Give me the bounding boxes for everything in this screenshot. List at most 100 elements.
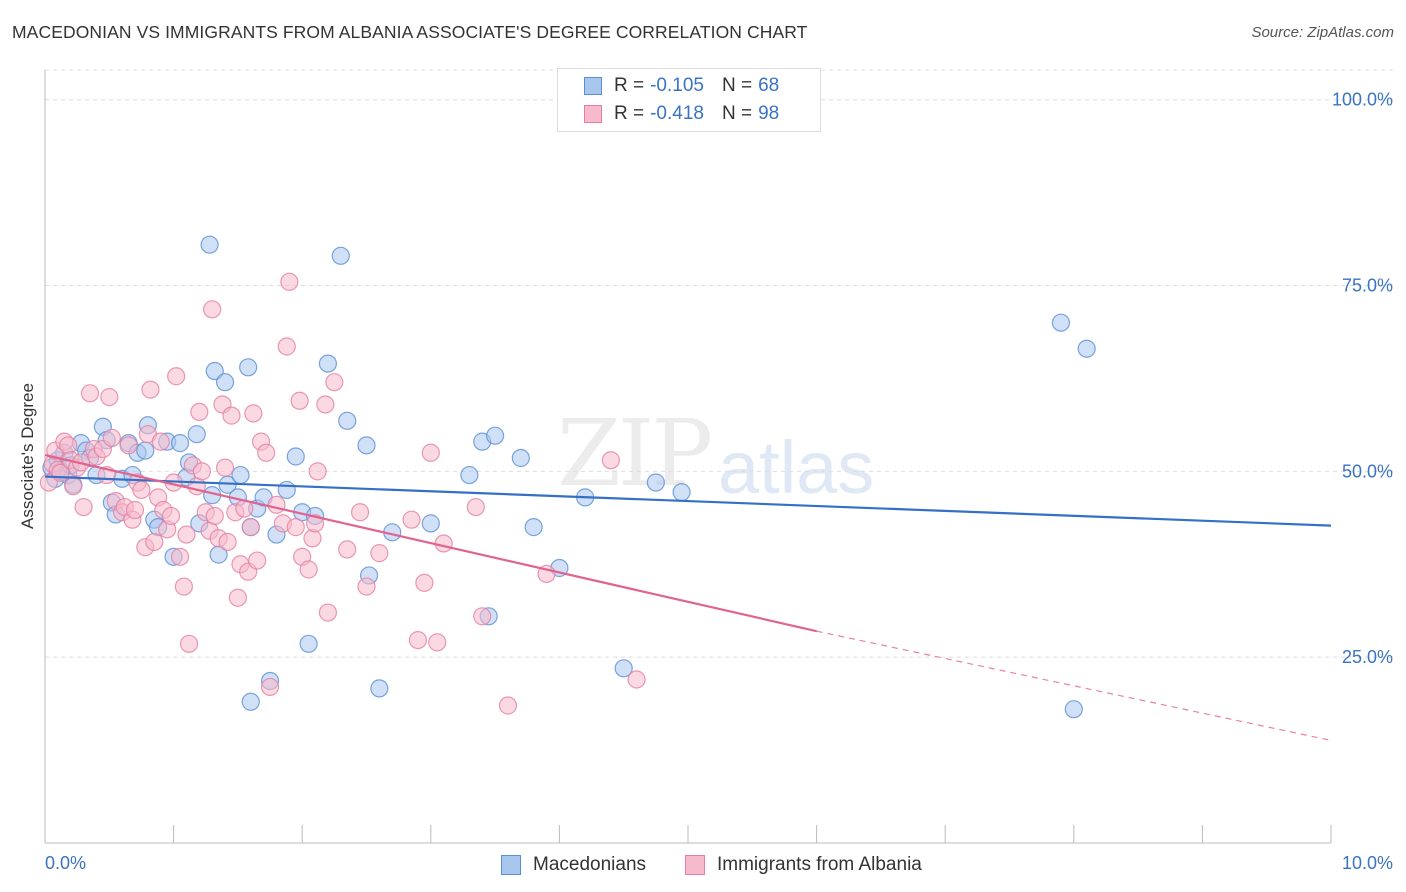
point-macedonians: [170, 434, 190, 453]
legend-swatch-blue: [584, 77, 602, 95]
point-macedonians: [215, 373, 235, 392]
point-albania: [473, 607, 492, 626]
point-albania: [318, 603, 338, 622]
point-albania: [498, 696, 518, 715]
point-albania: [205, 506, 224, 526]
point-macedonians: [511, 448, 530, 468]
point-albania: [222, 406, 241, 425]
stats-row-albania: R = -0.418 N = 98: [584, 102, 779, 126]
point-albania: [177, 525, 196, 544]
point-macedonians: [200, 235, 219, 254]
point-albania: [325, 373, 344, 392]
source-label: Source: ZipAtlas.com: [1251, 24, 1394, 41]
point-albania: [466, 497, 485, 517]
point-macedonians: [1064, 700, 1083, 719]
trendline-albania: [44, 453, 817, 633]
legend-label: Macedonians: [533, 854, 647, 875]
point-macedonians: [205, 361, 224, 381]
point-albania: [415, 573, 434, 592]
point-macedonians: [524, 518, 543, 537]
point-albania: [338, 540, 357, 559]
point-albania: [100, 387, 119, 407]
point-albania: [119, 436, 138, 455]
point-albania: [132, 480, 151, 500]
point-albania: [141, 380, 160, 399]
point-albania: [190, 402, 209, 422]
n-value: 98: [758, 103, 780, 124]
point-albania: [350, 503, 370, 522]
legend-item-albania[interactable]: Immigrants from Albania: [685, 852, 922, 878]
point-albania: [286, 518, 305, 537]
point-albania: [145, 532, 164, 552]
point-albania: [277, 337, 296, 356]
point-albania: [241, 518, 260, 537]
r-value: -0.418: [650, 103, 704, 124]
point-albania: [248, 551, 267, 570]
point-albania: [428, 633, 447, 652]
point-macedonians: [136, 441, 155, 460]
point-macedonians: [231, 465, 250, 485]
x-tick-label: 10.0%: [1342, 853, 1393, 873]
point-albania: [303, 529, 322, 548]
point-macedonians: [1051, 313, 1071, 332]
point-albania: [260, 677, 280, 697]
point-albania: [402, 510, 421, 529]
trendline-macedonians: [44, 475, 1332, 527]
point-albania: [167, 367, 186, 386]
point-albania: [370, 544, 389, 563]
legend-swatch-blue: [501, 855, 521, 875]
point-macedonians: [241, 692, 260, 711]
point-macedonians: [239, 358, 258, 377]
point-albania: [64, 477, 83, 496]
point-macedonians: [421, 514, 440, 533]
point-albania: [421, 443, 440, 462]
legend-item-macedonians[interactable]: Macedonians: [501, 852, 646, 878]
point-albania: [267, 495, 286, 514]
point-albania: [601, 451, 620, 470]
y-tick-label: 75.0%: [1342, 276, 1393, 296]
n-label: N =: [721, 103, 753, 124]
point-albania: [357, 577, 376, 596]
trendline-extension-albania: [816, 630, 1332, 742]
point-albania: [179, 634, 199, 653]
r-value: -0.105: [650, 75, 704, 96]
y-tick-label: 50.0%: [1342, 461, 1393, 481]
point-albania: [305, 514, 325, 533]
point-albania: [39, 473, 58, 492]
point-albania: [80, 384, 100, 403]
series-legend: Macedonians Immigrants from Albania: [0, 852, 1406, 878]
n-value: 68: [758, 75, 780, 96]
point-albania: [203, 300, 222, 319]
point-albania: [161, 506, 181, 526]
point-albania: [174, 577, 193, 596]
x-tick-label: 0.0%: [45, 853, 86, 873]
point-macedonians: [277, 480, 296, 500]
point-albania: [228, 588, 247, 607]
point-albania: [408, 630, 428, 650]
point-macedonians: [460, 465, 479, 485]
legend-swatch-pink: [584, 105, 602, 123]
point-macedonians: [338, 411, 357, 430]
point-albania: [125, 500, 145, 520]
point-macedonians: [1077, 339, 1096, 358]
point-albania: [434, 534, 453, 553]
point-albania: [74, 497, 93, 517]
point-albania: [308, 462, 327, 481]
point-macedonians: [318, 354, 338, 373]
n-label: N =: [721, 75, 753, 96]
point-albania: [151, 432, 170, 451]
point-macedonians: [486, 426, 505, 445]
point-albania: [244, 404, 263, 423]
watermark-atlas: atlas: [718, 426, 875, 509]
point-macedonians: [187, 425, 206, 444]
point-albania: [280, 272, 299, 291]
r-label: R =: [614, 75, 645, 96]
point-albania: [170, 547, 190, 566]
point-albania: [218, 532, 237, 552]
legend-swatch-pink: [685, 855, 705, 875]
point-macedonians: [672, 483, 691, 502]
y-axis-label: Associate's Degree: [18, 383, 37, 529]
point-albania: [102, 428, 121, 448]
point-albania: [627, 670, 646, 689]
